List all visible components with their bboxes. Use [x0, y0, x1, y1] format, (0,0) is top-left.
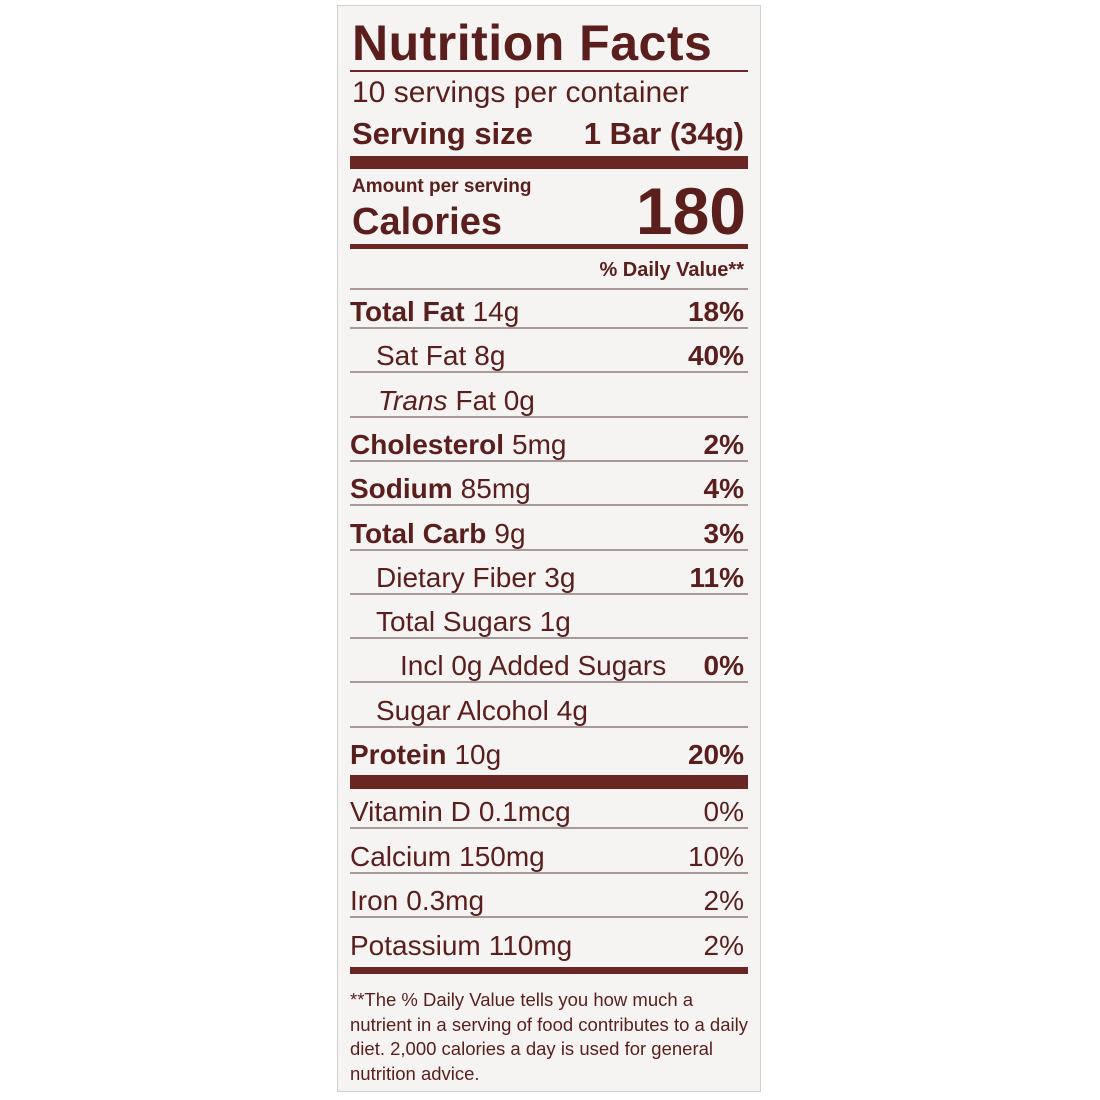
- separator: [350, 371, 748, 374]
- nutrient-name: Sugar Alcohol: [376, 694, 549, 726]
- rule: [350, 70, 748, 72]
- rule: [350, 967, 748, 974]
- nutrient-row: Total Carb 9g: [350, 517, 526, 549]
- daily-value-header: % Daily Value**: [599, 259, 744, 281]
- nutrient-name: Total Carb: [350, 517, 487, 549]
- nutrient-row: Sodium 85mg: [350, 475, 531, 503]
- nutrient-row: Incl 0g Added Sugars: [400, 652, 666, 680]
- daily-value: 4%: [703, 473, 744, 505]
- nutrient-row: Total Sugars 1g: [376, 608, 571, 636]
- nutrient-amount: 0.1mcg: [478, 796, 571, 827]
- separator: [350, 827, 748, 829]
- separator: [350, 459, 748, 462]
- daily-value: 2%: [703, 930, 744, 962]
- separator: [350, 637, 748, 640]
- nutrient-name: Potassium: [350, 930, 481, 962]
- serving-size-label: Serving size: [352, 116, 533, 151]
- serving-size-value: 1 Bar (34g): [583, 116, 744, 151]
- nutrient-amount: 10g: [454, 739, 502, 770]
- daily-value: 2%: [703, 885, 744, 917]
- nutrient-row: Calcium 150mg: [350, 840, 545, 872]
- nutrient-name: Total Fat: [350, 296, 465, 327]
- nutrient-row: Trans Fat 0g: [378, 384, 535, 416]
- nutrient-amount: Fat 0g: [455, 384, 535, 416]
- daily-value: 11%: [689, 561, 745, 593]
- daily-value: 10%: [687, 840, 744, 872]
- nutrient-amount: 110mg: [488, 930, 573, 962]
- separator: [350, 916, 748, 919]
- separator: [350, 592, 748, 595]
- nutrient-row: Potassium 110mg: [350, 932, 572, 960]
- nutrient-row: Sugar Alcohol 4g: [376, 694, 588, 726]
- thick-rule: [350, 775, 748, 789]
- separator: [350, 681, 748, 684]
- nutrient-row: Vitamin D 0.1mcg: [350, 798, 571, 826]
- nutrient-name: Trans: [378, 384, 448, 416]
- nutrient-name: Calcium: [350, 840, 452, 872]
- nutrient-amount: 14g: [472, 296, 520, 327]
- daily-value: 18%: [687, 296, 744, 327]
- nutrient-name: Protein: [350, 739, 447, 770]
- separator: [350, 327, 748, 329]
- separator: [350, 415, 748, 418]
- nutrient-row: Sat Fat 8g: [376, 342, 505, 370]
- nutrient-row: Dietary Fiber 3g: [376, 561, 576, 593]
- servings: 10 servings per container: [352, 76, 689, 109]
- nutrient-row: Iron 0.3mg: [350, 887, 484, 915]
- nutrient-amount: 1g: [539, 606, 571, 638]
- separator: [350, 548, 748, 551]
- amount-per-serving: Amount per serving: [352, 176, 532, 197]
- nutrient-amount: 3g: [544, 561, 576, 593]
- separator: [350, 725, 748, 728]
- daily-value: 40%: [687, 340, 744, 372]
- nutrient-name: Iron: [350, 885, 399, 917]
- daily-value: 2%: [703, 428, 744, 460]
- separator: [350, 504, 748, 507]
- nutrient-name: Vitamin D: [350, 796, 471, 827]
- thick-rule: [350, 156, 748, 169]
- nutrient-row: Total Fat 14g: [350, 298, 519, 326]
- nutrient-name: Dietary Fiber: [376, 561, 537, 593]
- nutrient-row: Cholesterol 5mg: [350, 428, 567, 460]
- separator: [350, 871, 748, 874]
- calories-label: Calories: [352, 201, 502, 243]
- nutrient-amount: 5mg: [512, 428, 567, 460]
- title: Nutrition Facts: [352, 15, 713, 71]
- nutrient-name: Cholesterol: [350, 428, 505, 460]
- nutrient-amount: 150mg: [459, 840, 545, 872]
- nutrient-amount: 0.3mg: [406, 885, 485, 917]
- daily-value: 0%: [703, 650, 744, 682]
- nutrient-name: Incl 0g Added Sugars: [400, 650, 667, 682]
- footnote: **The % Daily Value tells you how much a…: [350, 989, 748, 1084]
- nutrient-row: Protein 10g: [350, 741, 501, 769]
- nutrition-label: Nutrition Facts 10 servings per containe…: [337, 5, 761, 1092]
- daily-value: 0%: [703, 796, 744, 827]
- nutrient-amount: 4g: [556, 694, 588, 726]
- daily-value: 20%: [687, 739, 744, 770]
- nutrient-amount: 8g: [474, 340, 506, 372]
- nutrient-name: Total Sugars: [376, 606, 532, 638]
- nutrient-name: Sodium: [350, 473, 453, 505]
- nutrient-amount: 85mg: [460, 473, 531, 505]
- nutrient-amount: 9g: [494, 517, 526, 549]
- rule: [350, 244, 748, 249]
- calories-value: 180: [635, 174, 746, 248]
- separator: [350, 288, 748, 290]
- nutrient-name: Sat Fat: [376, 340, 467, 372]
- daily-value: 3%: [703, 517, 744, 549]
